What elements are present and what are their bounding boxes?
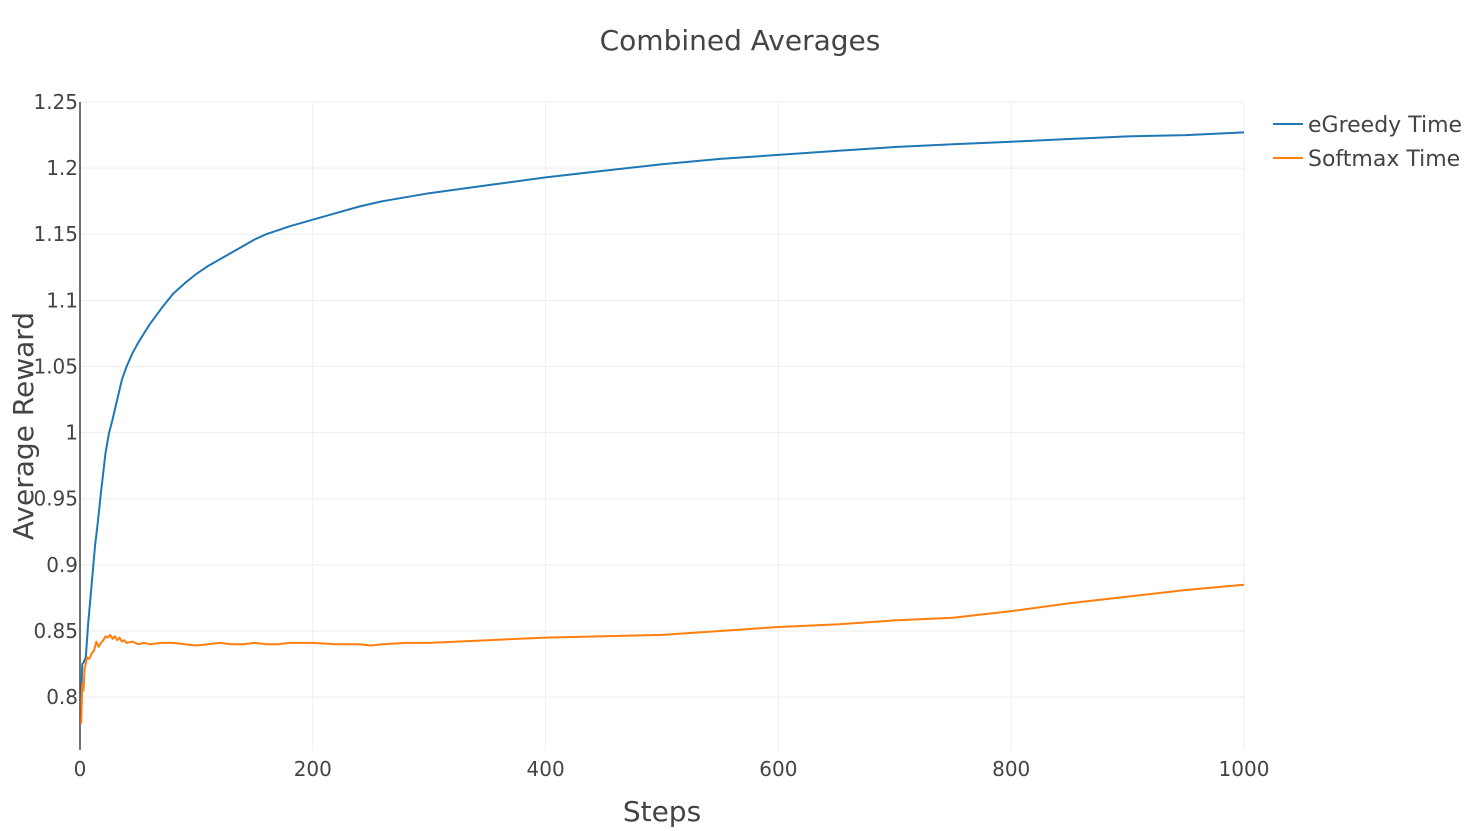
x-tick-label: 200: [294, 757, 332, 781]
series-lines: [80, 131, 1245, 724]
legend-item[interactable]: eGreedy Time: [1273, 113, 1462, 138]
x-tick-label: 800: [992, 757, 1030, 781]
y-axis-ticks: 0.8 0.85 0.9 0.95 1 1.05 1.1 1.15 1.2 1.25: [33, 90, 78, 709]
y-tick-label: 1.15: [33, 222, 78, 246]
grid: [80, 101, 1245, 750]
y-tick-label: 0.95: [33, 487, 78, 511]
legend-item[interactable]: Softmax Time: [1273, 147, 1460, 172]
legend[interactable]: eGreedy Time Softmax Time: [1273, 113, 1462, 172]
y-tick-label: 0.8: [46, 685, 78, 709]
y-tick-label: 0.9: [46, 553, 78, 577]
chart-title: Combined Averages: [600, 24, 881, 57]
legend-label: eGreedy Time: [1308, 113, 1462, 138]
y-tick-label: 1: [65, 421, 78, 445]
series-line-egreedy-time: [80, 131, 1245, 698]
y-tick-label: 0.85: [33, 619, 78, 643]
y-axis-title: Average Reward: [7, 312, 40, 540]
y-tick-label: 1.2: [46, 156, 78, 180]
x-tick-label: 0: [74, 757, 87, 781]
x-tick-label: 400: [527, 757, 565, 781]
x-axis-ticks: 0 200 400 600 800 1000: [74, 757, 1270, 781]
x-tick-label: 600: [759, 757, 797, 781]
legend-label: Softmax Time: [1308, 147, 1460, 172]
x-axis-title: Steps: [623, 795, 701, 828]
x-tick-label: 1000: [1219, 757, 1270, 781]
series-line-softmax-time: [80, 583, 1245, 724]
y-tick-label: 1.25: [33, 90, 78, 114]
y-tick-label: 1.05: [33, 354, 78, 378]
y-tick-label: 1.1: [46, 288, 78, 312]
